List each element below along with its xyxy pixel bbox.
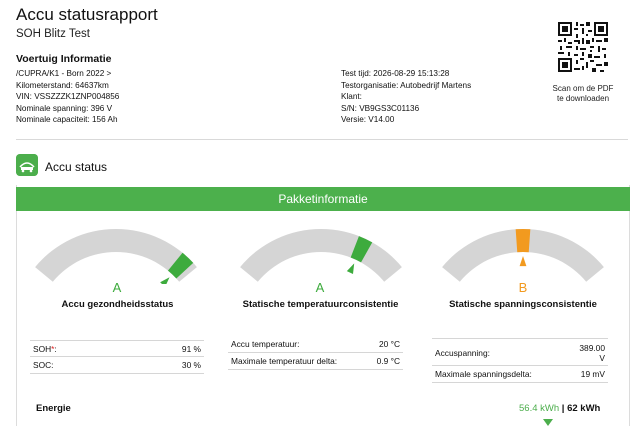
battery-temperature-value: 20 °C [378,339,400,349]
temperature-grade: A [315,280,325,295]
vehicle-nominal-voltage: Nominale spanning: 396 V [16,103,113,113]
vehicle-info-heading: Voertuig Informatie [16,53,112,65]
test-organisation: Testorganisatie: Autobedrijf Martens [341,80,472,90]
gauge-track [442,229,604,282]
battery-temperature-label: Accu temperatuur: [231,339,300,349]
gauge-level-segment [515,229,531,253]
soh-row: SOH*: 91 % [30,340,204,357]
customer: Klant: [341,92,362,102]
package-info-card [16,185,630,426]
battery-temperature-row: Accu temperatuur: 20 °C [228,336,403,353]
battery-icon [16,154,38,176]
soh-label: SOH*: [33,344,57,354]
serial-number: S/N: VB9GS3C01136 [341,103,420,113]
voltage-grade: B [518,280,528,295]
battery-voltage-row: Accuspanning: 389.00 V [432,338,608,366]
temperature-gauge [240,229,402,282]
qr-caption: Scan om de PDF te downloaden [538,84,628,103]
voltage-gauge [442,229,604,282]
energy-marker-icon [543,419,553,426]
header-divider [16,139,628,140]
accu-status-title: Accu status [45,160,108,174]
max-temperature-delta-row: Maximale temperatuur delta: 0.9 °C [228,353,403,370]
report-subtitle: SOH Blitz Test [16,28,90,40]
report-title: Accu statusrapport [16,5,158,24]
vehicle-vin: VIN: VSSZZZK1ZNP004856 [16,92,120,102]
vehicle-nominal-capacity: Nominale capaciteit: 156 Ah [16,115,118,125]
qr-caption-line1: Scan om de PDF [552,84,614,93]
soc-value: 30 % [181,360,201,370]
vehicle-model: /CUPRA/K1 - Born 2022 > [16,69,112,78]
version: Versie: V14.00 [341,115,395,125]
gauge-pointer [160,277,170,284]
gauge-level-segment [167,252,194,279]
max-voltage-delta-row: Maximale spanningsdelta: 19 mV [432,366,608,383]
gauge-track [35,229,197,282]
qr-code-icon[interactable] [558,22,608,72]
test-time: Test tijd: 2026-08-29 15:13:28 [341,69,450,78]
max-voltage-delta-label: Maximale spanningsdelta: [435,369,532,379]
energy-label: Energie [36,403,71,414]
battery-voltage-unit: V [599,353,605,363]
package-info-banner: Pakketinformatie [16,187,630,211]
energy-separator: | [561,403,565,414]
gauge-pointer [519,256,527,267]
gauge-level-segment [350,236,373,263]
battery-voltage-number: 389.00 [579,343,605,353]
vehicle-mileage: Kilometerstand: 64637km [16,80,109,90]
max-temperature-delta-label: Maximale temperatuur delta: [231,356,338,366]
soc-label: SOC: [33,360,54,370]
max-voltage-delta-value: 19 mV [580,369,605,379]
soh-footnote-mark: * [51,344,55,354]
max-temperature-delta-value: 0.9 °C [376,356,400,366]
energy-value: 56.4 kWh | 62 kWh [519,403,600,414]
battery-voltage-label: Accuspanning: [435,348,490,358]
battery-voltage-value: 389.00 V [579,339,605,363]
health-gauge-label: Accu gezondheidsstatus [61,299,174,310]
soh-value: 91 % [181,344,201,354]
vehicle-info-right: Test tijd: 2026-08-29 15:13:28 Testorgan… [341,68,471,126]
energy-current: 56.4 kWh [519,403,560,414]
gauge-track [240,229,402,282]
gauge-pointer [346,263,355,274]
voltage-gauge-label: Statische spanningsconsistentie [449,299,597,310]
health-gauge [35,229,197,284]
energy-total: 62 kWh [567,403,601,414]
temperature-gauge-label: Statische temperatuurconsistentie [242,299,399,310]
vehicle-info-left: /CUPRA/K1 - Born 2022 > Kilometerstand: … [16,68,119,126]
health-grade: A [112,280,122,295]
qr-caption-line2: te downloaden [556,93,610,103]
soc-row: SOC: 30 % [30,357,204,374]
